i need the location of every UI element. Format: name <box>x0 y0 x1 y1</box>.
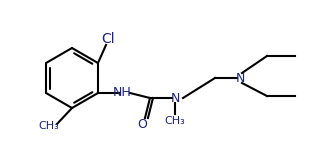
Text: CH₃: CH₃ <box>165 116 185 126</box>
Text: O: O <box>137 119 147 131</box>
Text: N: N <box>235 71 245 84</box>
Text: NH: NH <box>112 86 131 100</box>
Text: N: N <box>170 91 180 104</box>
Text: CH₃: CH₃ <box>38 121 59 131</box>
Text: Cl: Cl <box>101 32 115 46</box>
